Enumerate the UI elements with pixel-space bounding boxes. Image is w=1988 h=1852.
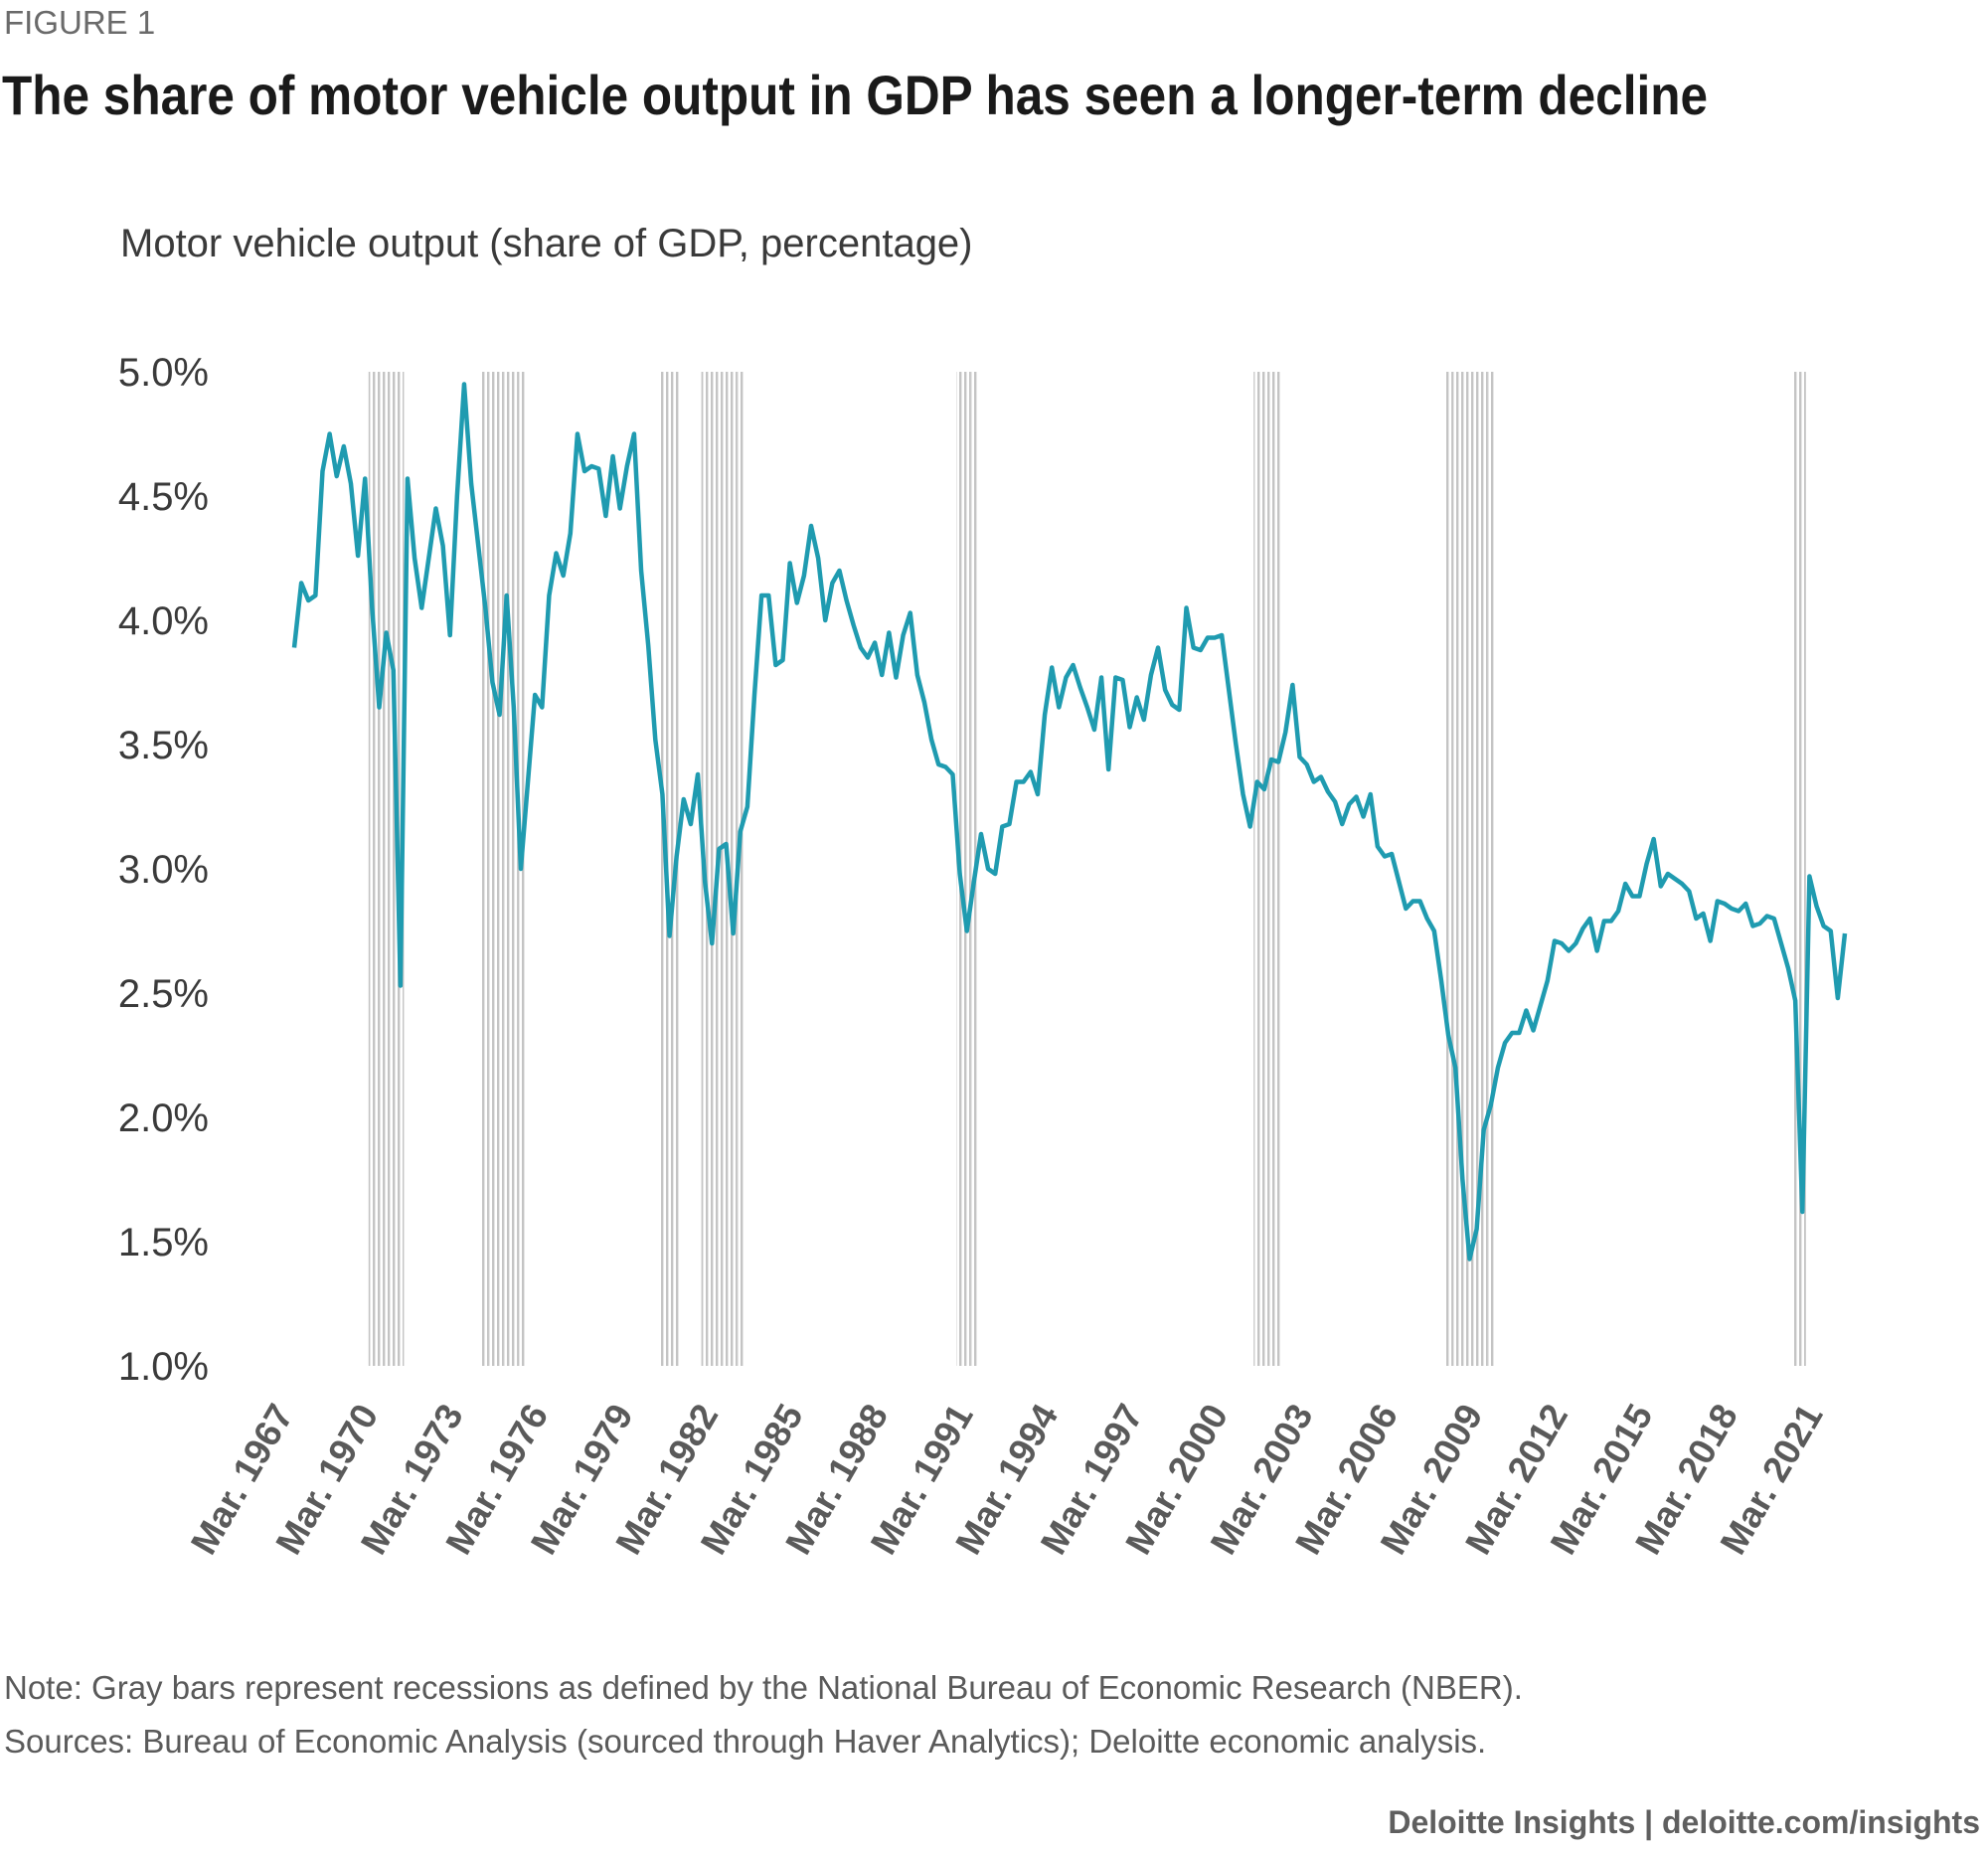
recession-bar [503,372,511,1366]
data-line [291,382,1848,1262]
recession-bar [1473,372,1481,1366]
y-tick-label: 2.0% [118,1096,209,1140]
recession-bar [488,372,497,1366]
recession-bar [481,372,489,1366]
y-tick-label: 4.0% [118,599,209,643]
plot-area: 1.0%1.5%2.0%2.5%3.0%3.5%4.0%4.5%5.0%Mar.… [118,351,1848,1561]
recession-bar [1260,372,1268,1366]
footer: Deloitte Insights | deloitte.com/insight… [1388,1804,1980,1840]
recession-bar [496,372,504,1366]
recession-bar [1253,372,1261,1366]
recession-bar [1487,372,1495,1366]
recession-bar [1267,372,1275,1366]
recession-bar [665,372,674,1366]
recession-bar [390,372,398,1366]
recession-bar [963,372,971,1366]
y-tick-label: 4.5% [118,475,209,519]
recession-bar [383,372,391,1366]
recession-bar [737,372,745,1366]
note: Note: Gray bars represent recessions as … [4,1669,1523,1706]
recession-bar [1798,372,1806,1366]
y-tick-label: 3.5% [118,724,209,767]
recession-bar [1444,372,1452,1366]
recession-bar [1480,372,1488,1366]
y-tick-label: 3.0% [118,848,209,892]
chart-title: The share of motor vehicle output in GDP… [2,64,1708,126]
recession-bar [1458,372,1466,1366]
recession-bar [1465,372,1474,1366]
y-tick-label: 2.5% [118,972,209,1016]
y-tick-label: 1.5% [118,1221,209,1264]
recession-bar [708,372,716,1366]
figure-label: FIGURE 1 [4,4,155,41]
recession-bar [510,372,518,1366]
recession-bar [1451,372,1459,1366]
y-tick-label: 5.0% [118,351,209,395]
recession-bar [1791,372,1799,1366]
y-tick-label: 1.0% [118,1345,209,1389]
recession-bar [730,372,738,1366]
recession-bar [658,372,666,1366]
y-axis-label: Motor vehicle output (share of GDP, perc… [120,222,973,265]
recession-bar [368,372,376,1366]
recession-bar [1274,372,1282,1366]
recession-bar [375,372,384,1366]
source: Sources: Bureau of Economic Analysis (so… [4,1723,1486,1760]
